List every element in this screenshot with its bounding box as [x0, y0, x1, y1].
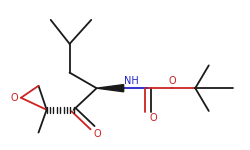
Text: O: O — [94, 129, 102, 139]
Polygon shape — [97, 85, 124, 92]
Text: O: O — [10, 93, 18, 103]
Text: NH: NH — [124, 76, 139, 86]
Text: O: O — [168, 76, 176, 86]
Text: O: O — [149, 113, 157, 123]
